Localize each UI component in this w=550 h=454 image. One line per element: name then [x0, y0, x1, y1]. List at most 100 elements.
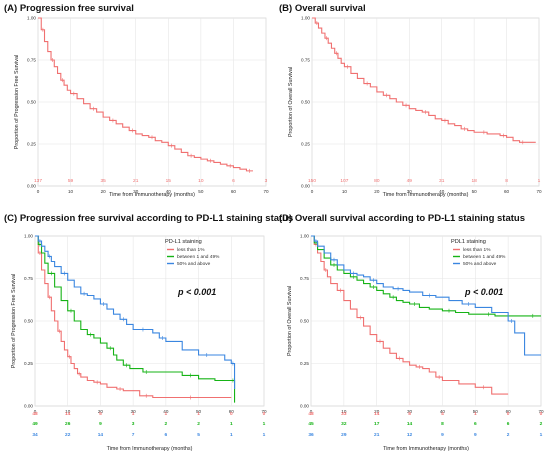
x-tick-label: 40 — [440, 409, 446, 414]
legend-title: PD-L1 staining — [165, 239, 202, 245]
risk-count: 33 — [341, 411, 347, 417]
panel-a: (A) Progression free survival 0 10 20 30 40 5… — [0, 0, 275, 200]
risk-count: 1 — [230, 432, 233, 438]
risk-count: 12 — [407, 432, 413, 438]
y-tick-label: 1.00 — [24, 234, 33, 239]
risk-count: 1 — [538, 178, 541, 184]
x-tick-label: 10 — [65, 409, 71, 414]
x-tick-label: 10 — [341, 409, 347, 414]
x-tick-label: 30 — [407, 189, 413, 194]
x-tick-label: 50 — [473, 409, 479, 414]
y-tick-label: 0.50 — [301, 100, 310, 105]
y-tick-label: 0.75 — [300, 276, 309, 281]
y-tick-label: 0.75 — [27, 58, 36, 63]
risk-count: 107 — [340, 178, 348, 184]
legend-label: less than 1% — [463, 247, 491, 253]
x-tick-label: 20 — [101, 189, 107, 194]
panel-c: (C) Progression free survival according … — [0, 210, 293, 454]
x-tick-label: 60 — [504, 189, 510, 194]
chart-d: 0 10 20 30 40 50 60 700.000.250.500.751.00Time … — [287, 234, 544, 452]
risk-count: 10 — [198, 178, 204, 184]
x-tick-label: 0 — [34, 409, 37, 414]
y-tick-label: 0.00 — [301, 184, 310, 189]
p-value-annotation: p < 0.001 — [464, 287, 503, 297]
risk-count: 26 — [65, 421, 71, 427]
risk-count: 14 — [407, 421, 413, 427]
risk-count: 8 — [441, 421, 444, 427]
risk-count: 35 — [100, 178, 106, 184]
x-tick-label: 40 — [163, 409, 169, 414]
risk-count: 0 — [230, 411, 233, 417]
risk-count: 49 — [407, 178, 413, 184]
chart-b: 0 10 20 30 40 50 60 70 0.00 0.25 0.50 0.75 1.00 Time … — [288, 16, 542, 198]
y-tick-label: 1.00 — [300, 234, 309, 239]
risk-count: 22 — [65, 432, 71, 438]
risk-count: 59 — [68, 178, 74, 184]
survival-curve — [311, 235, 541, 356]
chart-title: (D) Overall survival according to PD-L1 … — [279, 213, 526, 224]
x-tick-label: 0 — [311, 189, 314, 194]
y-tick-label: 0.50 — [24, 319, 33, 324]
risk-count: 2 — [165, 421, 168, 427]
risk-count: 48 — [32, 411, 38, 417]
x-tick-label: 50 — [196, 409, 202, 414]
y-tick-label: 0.75 — [24, 276, 33, 281]
x-tick-label: 20 — [374, 189, 380, 194]
risk-count: 14 — [98, 432, 104, 438]
x-tick-label: 30 — [133, 189, 139, 194]
y-tick-label: 0.25 — [24, 361, 33, 366]
survival-curve — [311, 235, 541, 317]
risk-count: 15 — [166, 178, 172, 184]
y-tick-label: 0.00 — [300, 404, 309, 409]
risk-count: 1 — [165, 411, 168, 417]
x-tick-label: 70 — [538, 409, 544, 414]
x-tick-label: 70 — [261, 409, 267, 414]
y-tick-label: 1.00 — [301, 16, 310, 21]
x-tick-label: 60 — [231, 189, 237, 194]
x-tick-label: 20 — [374, 409, 380, 414]
risk-count: 1 — [263, 421, 266, 427]
y-tick-label: 1.00 — [27, 16, 36, 21]
risk-count: 3 — [265, 178, 268, 184]
chart-a: 0 10 20 30 40 50 60 70 0.00 0.25 0.50 0.75 1.00 Time … — [14, 16, 269, 198]
x-tick-label: 30 — [131, 409, 137, 414]
risk-count: 18 — [471, 178, 477, 184]
risk-count: 0 — [507, 411, 510, 417]
survival-curve — [312, 17, 536, 143]
risk-count: 3 — [132, 421, 135, 427]
y-axis-label: Proportion of Progression Free Survival — [14, 55, 20, 149]
risk-count: 14 — [374, 411, 380, 417]
risk-count: 137 — [34, 178, 42, 184]
risk-count: 14 — [65, 411, 71, 417]
x-tick-label: 50 — [472, 189, 478, 194]
risk-count: 49 — [32, 421, 38, 427]
panel-b: (B) Overall survival 0 10 20 30 40 50 60 70 0.00… — [275, 0, 550, 200]
x-tick-label: 70 — [536, 189, 542, 194]
x-axis-label: Time from Immunotherapy (months) — [107, 446, 193, 452]
x-tick-label: 70 — [263, 189, 269, 194]
y-tick-label: 0.75 — [301, 58, 310, 63]
x-tick-label: 60 — [506, 409, 512, 414]
legend-label: 50% and above — [463, 261, 497, 267]
x-tick-label: 10 — [342, 189, 348, 194]
risk-count: 45 — [308, 421, 314, 427]
risk-count: 17 — [374, 421, 380, 427]
y-tick-label: 0.00 — [24, 404, 33, 409]
legend-label: less than 1% — [177, 247, 205, 253]
risk-count: 6 — [507, 421, 510, 427]
risk-count: 5 — [197, 432, 200, 438]
x-tick-label: 40 — [166, 189, 172, 194]
x-axis-label: Time from Immunotherapy (months) — [383, 446, 469, 452]
legend-label: 50% and above — [177, 261, 211, 267]
risk-count: 48 — [308, 411, 314, 417]
y-tick-label: 0.25 — [300, 361, 309, 366]
chart-title: (B) Overall survival — [279, 3, 366, 14]
risk-count: 7 — [132, 432, 135, 438]
chart-title: (C) Progression free survival according … — [4, 213, 294, 224]
risk-count: 8 — [505, 178, 508, 184]
risk-count: 6 — [474, 421, 477, 427]
risk-count: 1 — [197, 411, 200, 417]
risk-count: 4 — [441, 411, 444, 417]
risk-count: 9 — [441, 432, 444, 438]
panel-d: (D) Overall survival according to PD-L1 … — [275, 210, 550, 454]
